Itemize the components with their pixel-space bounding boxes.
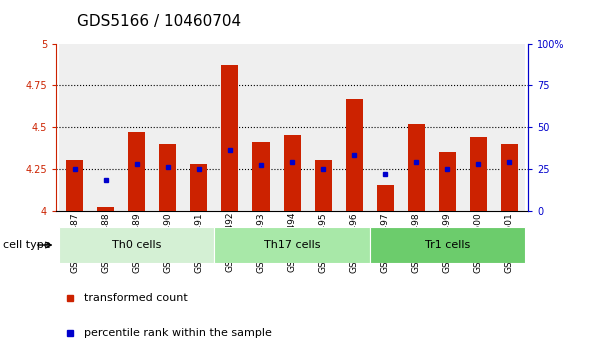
Bar <box>463 44 494 211</box>
Bar <box>277 44 307 211</box>
Bar <box>346 99 363 211</box>
Bar <box>159 144 176 211</box>
Bar <box>370 227 525 263</box>
Text: Th17 cells: Th17 cells <box>264 240 320 250</box>
Bar <box>401 44 432 211</box>
Bar <box>501 144 518 211</box>
Bar <box>128 132 145 211</box>
Text: percentile rank within the sample: percentile rank within the sample <box>84 329 272 338</box>
Bar <box>183 44 214 211</box>
Bar <box>284 135 300 211</box>
Text: cell type: cell type <box>3 240 51 250</box>
Bar <box>307 44 339 211</box>
Bar <box>214 44 245 211</box>
Text: Th0 cells: Th0 cells <box>112 240 162 250</box>
Bar <box>245 44 277 211</box>
Bar <box>152 44 183 211</box>
Bar <box>122 44 152 211</box>
Bar <box>376 185 394 211</box>
Bar <box>408 124 425 211</box>
Text: Tr1 cells: Tr1 cells <box>425 240 470 250</box>
Bar <box>66 160 83 211</box>
Text: transformed count: transformed count <box>84 293 188 303</box>
Bar <box>59 44 90 211</box>
Bar <box>339 44 370 211</box>
Bar <box>370 44 401 211</box>
Bar <box>59 227 214 263</box>
Bar <box>191 164 208 211</box>
Bar <box>314 160 332 211</box>
Bar <box>439 152 456 211</box>
Bar <box>90 44 122 211</box>
Bar <box>432 44 463 211</box>
Bar <box>214 227 370 263</box>
Bar <box>253 142 270 211</box>
Bar <box>97 207 114 211</box>
Text: GDS5166 / 10460704: GDS5166 / 10460704 <box>77 14 241 29</box>
Bar <box>221 65 238 211</box>
Bar <box>494 44 525 211</box>
Bar <box>470 137 487 211</box>
